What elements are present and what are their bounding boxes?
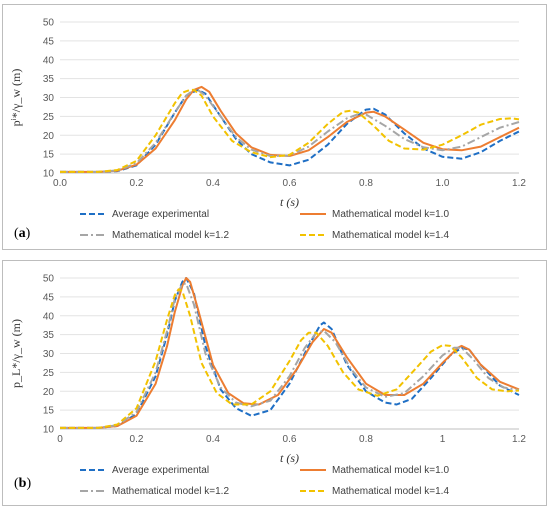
legend-label: Mathematical model k=1.4 [332,230,449,241]
series-line-1 [60,277,520,429]
panel-a-label: (a) [14,226,31,241]
series-line-2 [60,85,520,173]
x-tick-label: 1.0 [436,178,450,189]
y-tick-label: 30 [43,93,55,104]
panel-b-label: (b) [14,476,32,491]
x-axis-title: t (s) [280,451,299,465]
y-tick-label: 20 [43,387,55,398]
chart-b: 10 15 20 25 30 35 40 45 50 0 0.2 0.4 0.6 0.8 1 1.2 t (s)… [9,274,526,498]
x-tick-label: 0.8 [359,434,373,445]
legend-label: Mathematical model k=1.2 [112,486,229,497]
y-tick-label: 15 [43,150,55,161]
series-line-1 [60,88,520,173]
y-tick-label: 20 [43,131,55,142]
y-tick-label: 45 [43,292,55,303]
panel-a: 10 15 20 25 30 35 40 45 50 0.0 0.2 0.4 0.6 0.8 1.0 1.2 t… [2,4,547,250]
y-tick-label: 10 [43,169,55,180]
y-tick-label: 45 [43,36,55,47]
y-tick-label: 15 [43,406,55,417]
series-line-3 [60,88,520,173]
panel-a-frame [2,4,547,250]
x-tick-label: 0.6 [283,178,297,189]
x-tick-label: 0.4 [206,434,220,445]
x-tick-label: 1.2 [512,434,526,445]
series-line-4 [60,88,520,173]
x-tick-label: 0.4 [206,178,220,189]
y-tick-label: 35 [43,74,55,85]
y-tick-label: 50 [43,18,55,29]
series-line-3 [60,282,520,429]
series-line-4 [60,288,520,429]
y-tick-label: 40 [43,55,55,66]
y-tick-label: 40 [43,311,55,322]
y-tick-label: 35 [43,330,55,341]
x-axis-title: t (s) [280,195,299,209]
y-axis-title: pⁱ*/γ_w (m) [9,69,23,127]
chart-a: 10 15 20 25 30 35 40 45 50 0.0 0.2 0.4 0.6 0.8 1.0 1.2 t… [9,18,526,242]
x-tick-label: 1.2 [512,178,526,189]
legend-label: Mathematical model k=1.0 [332,209,449,220]
x-tick-label: 1 [440,434,446,445]
x-tick-label: 0.8 [359,178,373,189]
y-tick-label: 10 [43,425,55,436]
y-tick-label: 25 [43,112,55,123]
y-tick-label: 50 [43,274,55,285]
y-tick-label: 30 [43,349,55,360]
series-line-2 [60,277,520,429]
legend-label: Average experimental [112,465,209,476]
panel-b: 10 15 20 25 30 35 40 45 50 0 0.2 0.4 0.6 0.8 1 1.2 t (s)… [0,256,550,512]
x-tick-label: 0.2 [130,178,144,189]
legend-label: Mathematical model k=1.2 [112,230,229,241]
panel-b-frame [2,260,547,506]
x-tick-label: 0.6 [283,434,297,445]
legend-label: Mathematical model k=1.4 [332,486,449,497]
x-tick-label: 0.0 [53,178,67,189]
legend-label: Average experimental [112,209,209,220]
x-tick-label: 0.2 [130,434,144,445]
legend-label: Mathematical model k=1.0 [332,465,449,476]
y-tick-label: 25 [43,368,55,379]
x-tick-label: 0 [57,434,63,445]
y-axis-title: p_L*/γ_w (m) [9,319,23,388]
